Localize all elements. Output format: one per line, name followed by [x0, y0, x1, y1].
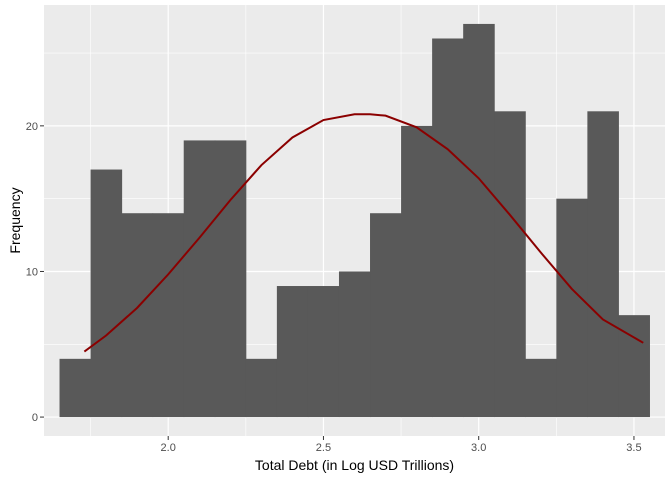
histogram-bar	[214, 140, 247, 418]
x-tick-label: 2.0	[161, 442, 176, 454]
y-tick-label: 20	[26, 121, 38, 133]
histogram-bar	[432, 38, 464, 418]
histogram-bar	[587, 111, 619, 418]
histogram-bar	[556, 198, 588, 418]
density-curve	[83, 113, 644, 353]
x-axis-ticks: 2.0 2.5 3.0 3.5	[161, 436, 642, 454]
y-tick-label: 0	[32, 412, 38, 424]
histogram-bar	[338, 271, 371, 418]
histogram-bar	[494, 111, 526, 418]
x-tick-label: 2.5	[316, 442, 331, 454]
y-tick-label: 10	[26, 266, 38, 278]
x-axis-title: Total Debt (in Log USD Trillions)	[255, 457, 454, 473]
y-axis-ticks: 0 10 20	[26, 121, 44, 424]
histogram-bar	[370, 213, 402, 418]
histogram-bar	[525, 358, 557, 418]
histogram-bars	[59, 23, 650, 418]
histogram-bar	[121, 213, 154, 418]
histogram-bar	[463, 23, 495, 418]
histogram-bar	[401, 125, 433, 418]
x-tick-label: 3.0	[471, 442, 486, 454]
histogram-bar	[183, 140, 216, 418]
x-tick-label: 3.5	[626, 442, 641, 454]
histogram-bar	[245, 358, 278, 418]
y-axis-title: Frequency	[7, 187, 23, 253]
histogram-bar	[307, 286, 340, 418]
histogram-bar	[59, 358, 92, 418]
histogram-bar	[90, 169, 123, 418]
histogram-bar	[276, 286, 309, 418]
histogram-bar	[152, 213, 185, 418]
